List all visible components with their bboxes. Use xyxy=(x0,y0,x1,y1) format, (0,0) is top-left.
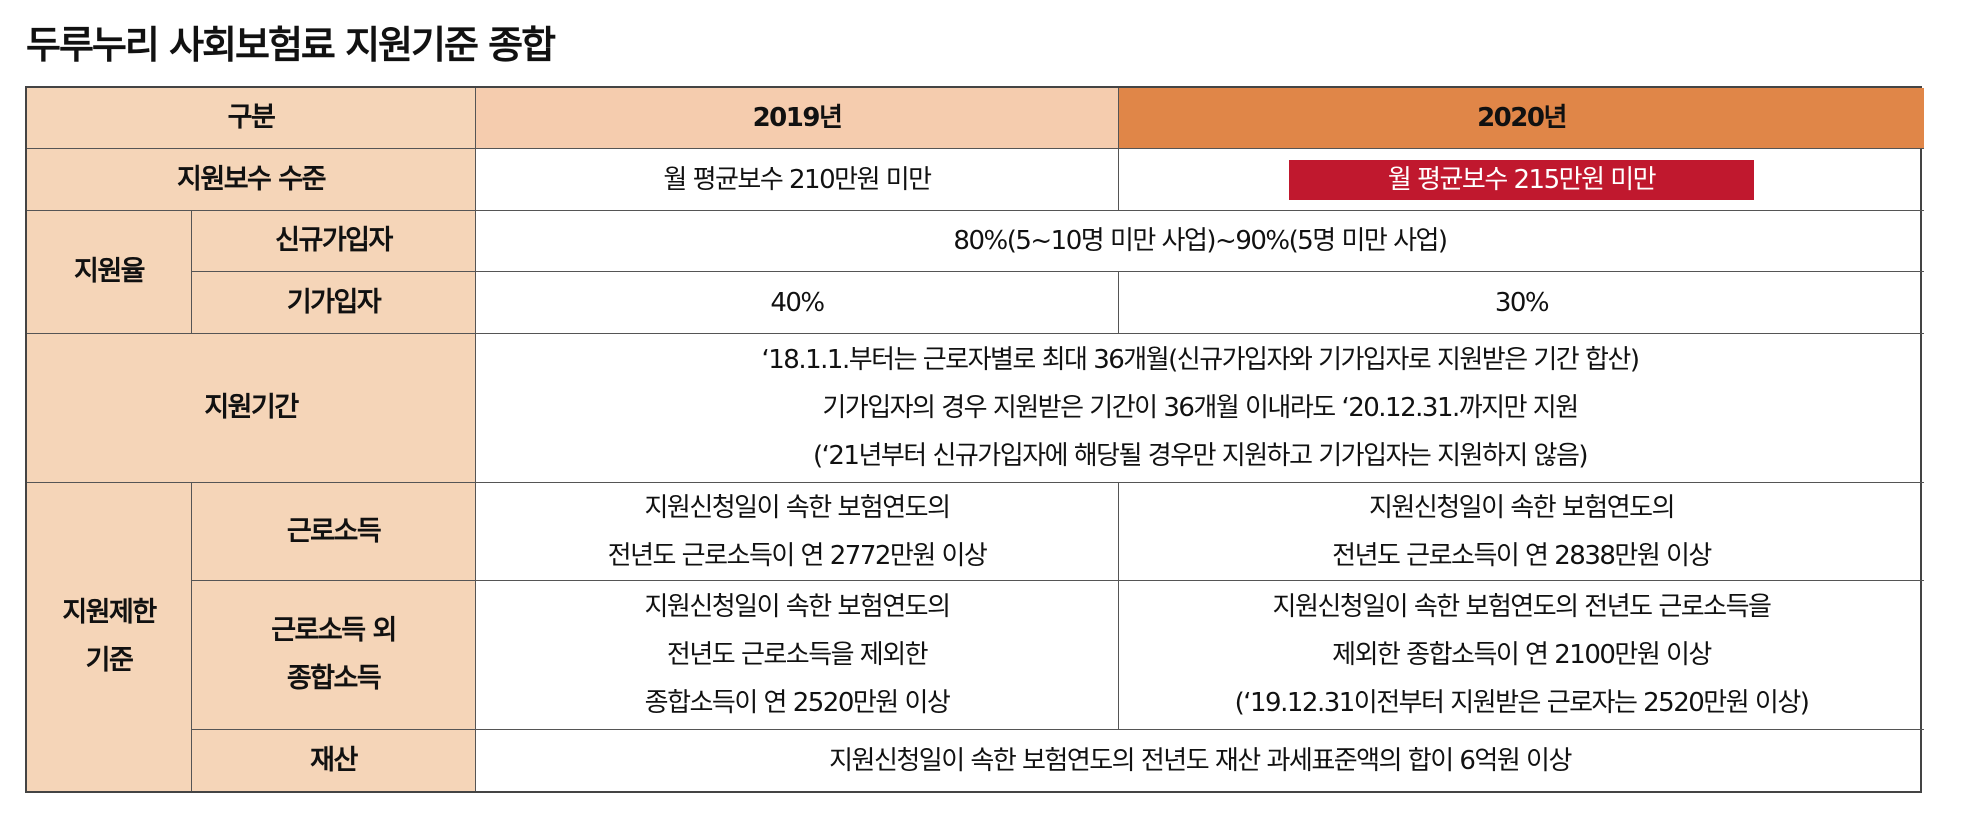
existing-rate-2019: 40% xyxy=(476,272,1119,334)
header-category: 구분 xyxy=(27,88,476,149)
existing-subscriber-label: 기가입자 xyxy=(192,272,476,334)
period-line: (‘21년부터 신규가입자에 해당될 경우만 지원하고 기가입자는 지원하지 않… xyxy=(812,441,1589,471)
property-label: 재산 xyxy=(192,730,476,791)
limits-label-line: 지원제한 xyxy=(62,597,157,628)
text-line: 전년도 근로소득을 제외한 xyxy=(666,640,929,670)
support-rate-label: 지원율 xyxy=(27,211,192,334)
text-line: 지원신청일이 속한 보험연도의 xyxy=(644,492,952,523)
other-income-2020: 지원신청일이 속한 보험연도의 전년도 근로소득을 제외한 종합소득이 연 21… xyxy=(1119,581,1924,730)
text-line: 전년도 근로소득이 연 2772만원 이상 xyxy=(607,540,988,571)
period-line: 기가입자의 경우 지원받은 기간이 36개월 이내라도 ‘20.12.31.까지… xyxy=(822,393,1579,423)
other-income-label: 근로소득 외 종합소득 xyxy=(192,581,476,730)
earned-income-2019: 지원신청일이 속한 보험연도의 전년도 근로소득이 연 2772만원 이상 xyxy=(476,483,1119,581)
text-line: 전년도 근로소득이 연 2838만원 이상 xyxy=(1332,540,1712,571)
wage-level-2020-cell: 월 평균보수 215만원 미만 xyxy=(1119,149,1924,211)
text-line: 지원신청일이 속한 보험연도의 xyxy=(1369,492,1676,523)
other-income-2019: 지원신청일이 속한 보험연도의 전년도 근로소득을 제외한 종합소득이 연 25… xyxy=(476,581,1119,730)
earned-income-label: 근로소득 xyxy=(192,483,476,581)
text-line: 종합소득 xyxy=(286,663,382,694)
text-line: 근로소득 외 xyxy=(271,615,397,646)
period-label: 지원기간 xyxy=(27,334,476,483)
period-text: ‘18.1.1.부터는 근로자별로 최대 36개월(신규가입자와 기가입자로 지… xyxy=(476,334,1924,483)
period-line: ‘18.1.1.부터는 근로자별로 최대 36개월(신규가입자와 기가입자로 지… xyxy=(761,345,1640,375)
header-2019: 2019년 xyxy=(476,88,1119,149)
text-line: 지원신청일이 속한 보험연도의 xyxy=(644,592,952,622)
page-title: 두루누리 사회보험료 지원기준 종합 xyxy=(26,23,556,67)
limits-label-line: 기준 xyxy=(85,645,134,676)
wage-level-2020-highlight: 월 평균보수 215만원 미만 xyxy=(1289,159,1754,200)
text-line: (‘19.12.31이전부터 지원받은 근로자는 2520만원 이상) xyxy=(1234,688,1810,718)
new-subscriber-label: 신규가입자 xyxy=(192,211,476,272)
earned-income-2020: 지원신청일이 속한 보험연도의 전년도 근로소득이 연 2838만원 이상 xyxy=(1119,483,1924,581)
existing-rate-2020: 30% xyxy=(1119,272,1924,334)
new-subscriber-rate: 80%(5~10명 미만 사업)~90%(5명 미만 사업) xyxy=(476,211,1924,272)
wage-level-label: 지원보수 수준 xyxy=(27,149,476,211)
header-2020: 2020년 xyxy=(1119,88,1924,149)
text-line: 제외한 종합소득이 연 2100만원 이상 xyxy=(1332,640,1712,670)
wage-level-2019: 월 평균보수 210만원 미만 xyxy=(476,149,1119,211)
support-criteria-table: 구분 2019년 2020년 지원보수 수준 월 평균보수 210만원 미만 월… xyxy=(25,86,1924,793)
text-line: 종합소득이 연 2520만원 이상 xyxy=(644,688,951,718)
text-line: 지원신청일이 속한 보험연도의 전년도 근로소득을 xyxy=(1272,592,1772,622)
limits-label: 지원제한 기준 xyxy=(27,483,192,791)
property-criteria: 지원신청일이 속한 보험연도의 전년도 재산 과세표준액의 합이 6억원 이상 xyxy=(829,745,1572,776)
